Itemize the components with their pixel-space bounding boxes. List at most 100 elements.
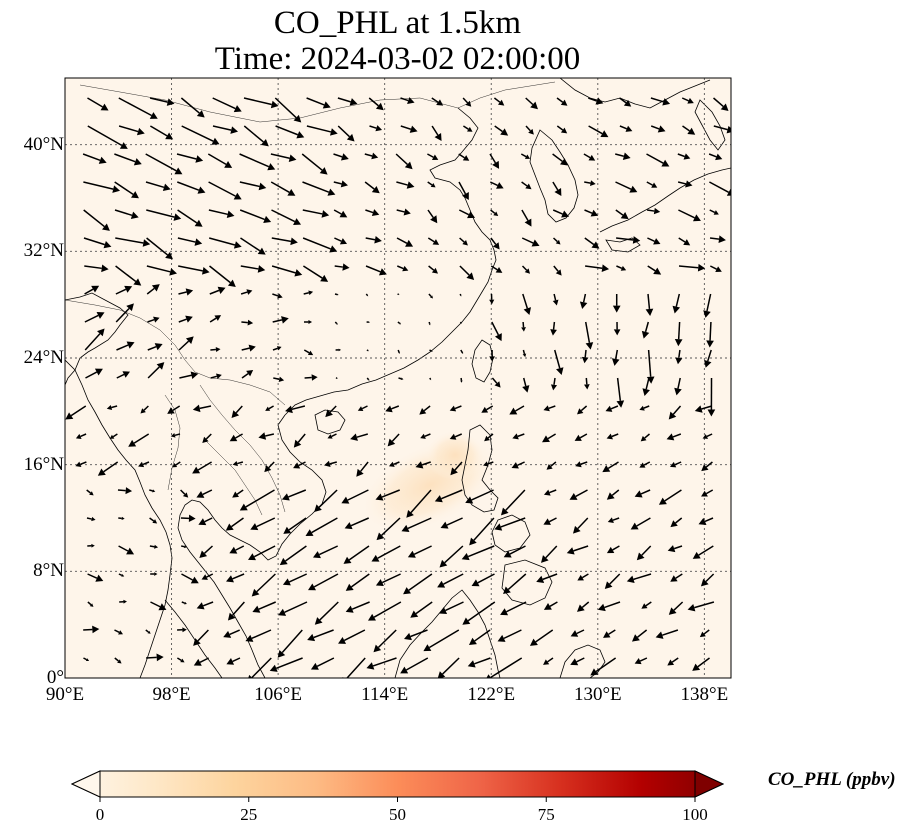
wind-arrow [543,405,556,412]
wind-arrow [147,343,163,351]
wind-arrow [212,97,242,113]
wind-arrow [497,629,522,642]
wind-arrow [178,336,194,351]
wind-arrow [396,237,414,247]
wind-arrow [584,321,594,350]
wind-arrow [388,461,400,467]
map-title: CO_PHL at 1.5km [273,5,522,41]
latitude-tick-label: 40°N [23,133,64,155]
wind-arrow [713,97,729,112]
wind-arrow [209,315,222,323]
wind-arrow [585,264,610,273]
wind-arrow [306,97,331,109]
wind-arrow [106,404,118,411]
wind-arrow [602,461,619,473]
wind-arrow [701,461,713,472]
wind-arrow [584,237,600,249]
longitude-tick-label: 114°E [361,684,409,705]
wind-arrow [150,601,167,611]
wind-arrow [536,573,558,583]
wind-arrow [181,601,187,605]
wind-arrow [65,405,87,420]
wind-arrow [172,461,181,468]
wind-arrow [682,125,696,135]
wind-arrow [462,601,496,625]
wind-arrow [364,152,379,160]
wind-arrow [606,489,620,500]
wind-arrow [239,209,272,224]
wind-arrow [84,311,105,323]
wind-arrow [584,209,599,217]
wind-arrow [434,489,463,503]
wind-arrow [150,125,174,140]
wind-arrow [588,125,609,138]
wind-arrow [146,237,174,260]
longitude-tick-label: 98°E [152,684,191,705]
wind-arrow [302,209,330,218]
wind-arrow [199,545,213,559]
wind-arrow [248,545,276,561]
wind-arrow [146,209,182,221]
wind-arrow [239,181,267,191]
wind-arrow [670,461,682,468]
colorbar-label: CO_PHL (ppbv) [768,769,896,790]
wind-arrow [310,657,335,670]
wind-arrow [694,405,713,413]
wind-arrow [681,97,694,104]
wind-arrow [616,236,641,244]
wind-arrow [114,209,139,219]
wind-arrow [116,341,135,351]
wind-arrow [503,545,526,558]
wind-arrow [84,328,105,351]
colorbar-tick-marks [99,797,696,802]
wind-arrow [543,601,558,610]
wind-arrow [167,405,181,414]
wind-arrow [285,405,306,414]
wind-arrow [226,657,241,665]
wind-arrow [196,489,213,498]
wind-arrow [116,371,130,379]
wind-arrow [225,517,244,531]
wind-arrow [650,125,666,133]
wind-arrow [525,97,538,110]
wind-arrow [118,545,135,555]
wind-arrow [666,433,682,441]
wind-arrow [570,629,585,637]
wind-arrow [307,629,334,642]
colorbar-tick-label: 25 [240,805,258,824]
wind-arrow [366,657,397,670]
wind-arrow [178,315,193,323]
wind-arrow [493,97,505,106]
wind-arrow [337,97,358,106]
wind-arrow [465,489,494,504]
wind-arrow [366,321,370,323]
wind-arrow [397,349,400,354]
wind-arrow [674,321,683,347]
map-frame [64,77,732,679]
border-myanmar-thailand [164,394,181,491]
wind-arrow [83,209,110,231]
wind-arrow [84,285,100,295]
wind-arrow [404,629,428,641]
wind-arrow [146,284,160,295]
wind-arrow [149,97,175,106]
wind-arrow [258,432,275,440]
wind-arrow [503,573,527,595]
wind-arrow [431,125,442,141]
wind-arrow [335,348,342,352]
wind-arrow [272,293,283,299]
wind-arrow [668,405,682,420]
wind-arrow [118,573,125,577]
wind-arrow [583,153,596,161]
latitude-tick-label: 0° [46,667,64,688]
wind-arrow [677,180,693,188]
wind-arrow [375,489,400,501]
wind-arrow [512,433,525,440]
colorbar-tick-label: 75 [537,805,555,824]
wind-arrow [543,657,554,665]
wind-arrow [239,153,276,171]
wind-arrow [367,601,402,621]
wind-arrow [306,125,338,136]
wind-arrow [403,573,433,595]
wind-arrow [469,517,495,546]
